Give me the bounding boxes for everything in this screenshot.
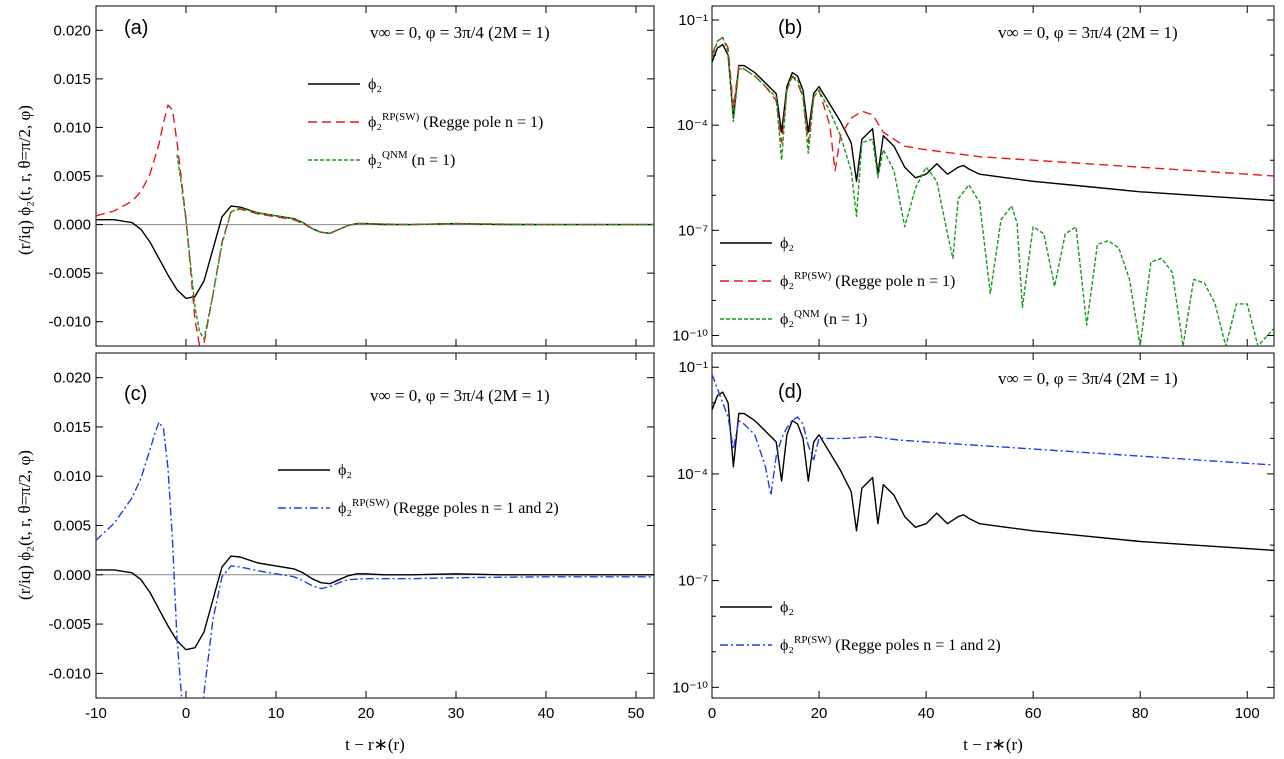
- x-tick-label: 60: [1025, 705, 1042, 722]
- series-line: [96, 555, 654, 651]
- y-tick-label: 0.000: [53, 217, 91, 234]
- y-tick-label: 10⁻¹⁰: [672, 327, 708, 344]
- y-tick-label: 0.020: [53, 370, 91, 387]
- x-tick-label: 40: [918, 705, 935, 722]
- panel-annotation: v∞ = 0, φ = 3π/4 (2M = 1): [998, 23, 1178, 42]
- x-tick-label: 0: [708, 705, 716, 722]
- y-tick-label: 10⁻⁷: [678, 222, 708, 239]
- x-tick-label: 30: [448, 705, 465, 722]
- panel-annotation: v∞ = 0, φ = 3π/4 (2M = 1): [370, 23, 550, 42]
- y-tick-label: 0.010: [53, 468, 91, 485]
- series-group: [96, 421, 654, 698]
- series-line: [96, 205, 654, 300]
- legend-label: ϕ₂: [780, 599, 794, 616]
- panel-label: (b): [778, 17, 802, 39]
- legend-label: ϕ₂: [338, 462, 352, 479]
- x-tick-label: 40: [538, 705, 555, 722]
- x-tick-label: 10: [268, 705, 285, 722]
- series-line: [712, 391, 1274, 552]
- y-tick-label: 0.005: [53, 518, 91, 535]
- series-line: [96, 104, 654, 346]
- x-tick-label: 100: [1235, 705, 1260, 722]
- y-tick-label: 10⁻⁴: [677, 117, 708, 134]
- y-tick-label: -0.010: [48, 665, 91, 682]
- series-line: [176, 154, 654, 340]
- xlabel-left: t − r∗(r): [345, 735, 405, 754]
- y-tick-label: 10⁻⁴: [677, 466, 708, 483]
- y-tick-label: -0.005: [48, 265, 91, 282]
- legend-label: ϕ₂RP(SW) (Regge poles n = 1 and 2): [780, 634, 1001, 654]
- y-tick-label: 10⁻¹: [678, 12, 708, 29]
- panel-label: (a): [124, 17, 148, 39]
- plot-frame: [711, 352, 1275, 699]
- panel-annotation: v∞ = 0, φ = 3π/4 (2M = 1): [998, 369, 1178, 388]
- y-tick-label: 0.010: [53, 119, 91, 136]
- series-line: [712, 36, 1274, 177]
- x-tick-label: 80: [1132, 705, 1149, 722]
- panel-b: 10⁻¹ 10⁻⁴ 10⁻⁷ 10⁻¹⁰ (b) v∞ = 0, φ = 3π/4 (2M…: [672, 5, 1275, 347]
- xlabel-right: t − r∗(r): [963, 735, 1023, 754]
- x-tick-label: 20: [811, 705, 828, 722]
- panel-c: 0.020 0.015 0.010 0.005 0.000 -0.005 -0.010 -10…: [48, 352, 655, 722]
- panel-label: (d): [778, 381, 802, 403]
- y-tick-label: -0.005: [48, 616, 91, 633]
- series-group: [712, 36, 1274, 346]
- legend-label: ϕ₂: [368, 76, 382, 93]
- ylabel-bottom: (r/iq) ϕ₂(t, r, θ=π/2, φ): [15, 450, 34, 600]
- panel-d: 10⁻¹ 10⁻⁴ 10⁻⁷ 10⁻¹⁰0 20 40 60 80 100 (d) v∞ = 0, …: [672, 352, 1275, 722]
- y-tick-label: 0.020: [53, 22, 91, 39]
- series-group: [712, 374, 1274, 552]
- panel-a: 0.020 0.015 0.010 0.005 0.000 -0.005 -0.010 (a)…: [48, 5, 655, 347]
- legend-label: ϕ₂RP(SW) (Regge poles n = 1 and 2): [338, 497, 559, 517]
- legend-label: ϕ₂: [780, 235, 794, 252]
- y-tick-label: -0.010: [48, 314, 91, 331]
- legend-label: ϕ₂QNM (n = 1): [780, 308, 867, 328]
- y-tick-label: 10⁻¹: [678, 359, 708, 376]
- y-tick-label: 0.015: [53, 419, 91, 436]
- series-line: [712, 36, 1274, 346]
- series-group: [96, 104, 654, 346]
- x-tick-label: 50: [628, 705, 645, 722]
- y-tick-label: 0.005: [53, 168, 91, 185]
- series-line: [712, 43, 1274, 202]
- y-tick-label: 0.000: [53, 567, 91, 584]
- x-tick-label: 0: [182, 705, 190, 722]
- panel-annotation: v∞ = 0, φ = 3π/4 (2M = 1): [370, 386, 550, 405]
- x-tick-label: 20: [358, 705, 375, 722]
- series-line: [96, 421, 654, 698]
- legend-label: ϕ₂RP(SW) (Regge pole n = 1): [780, 270, 955, 290]
- y-tick-label: 10⁻¹⁰: [672, 679, 708, 696]
- x-tick-label: -10: [85, 705, 107, 722]
- legend-label: ϕ₂QNM (n = 1): [368, 149, 455, 169]
- panel-label: (c): [124, 383, 147, 405]
- y-tick-label: 0.015: [53, 71, 91, 88]
- legend-label: ϕ₂RP(SW) (Regge pole n = 1): [368, 111, 543, 131]
- ylabel-top: (r/iq) ϕ₂(t, r, θ=π/2, φ): [15, 105, 34, 255]
- y-tick-label: 10⁻⁷: [678, 573, 708, 590]
